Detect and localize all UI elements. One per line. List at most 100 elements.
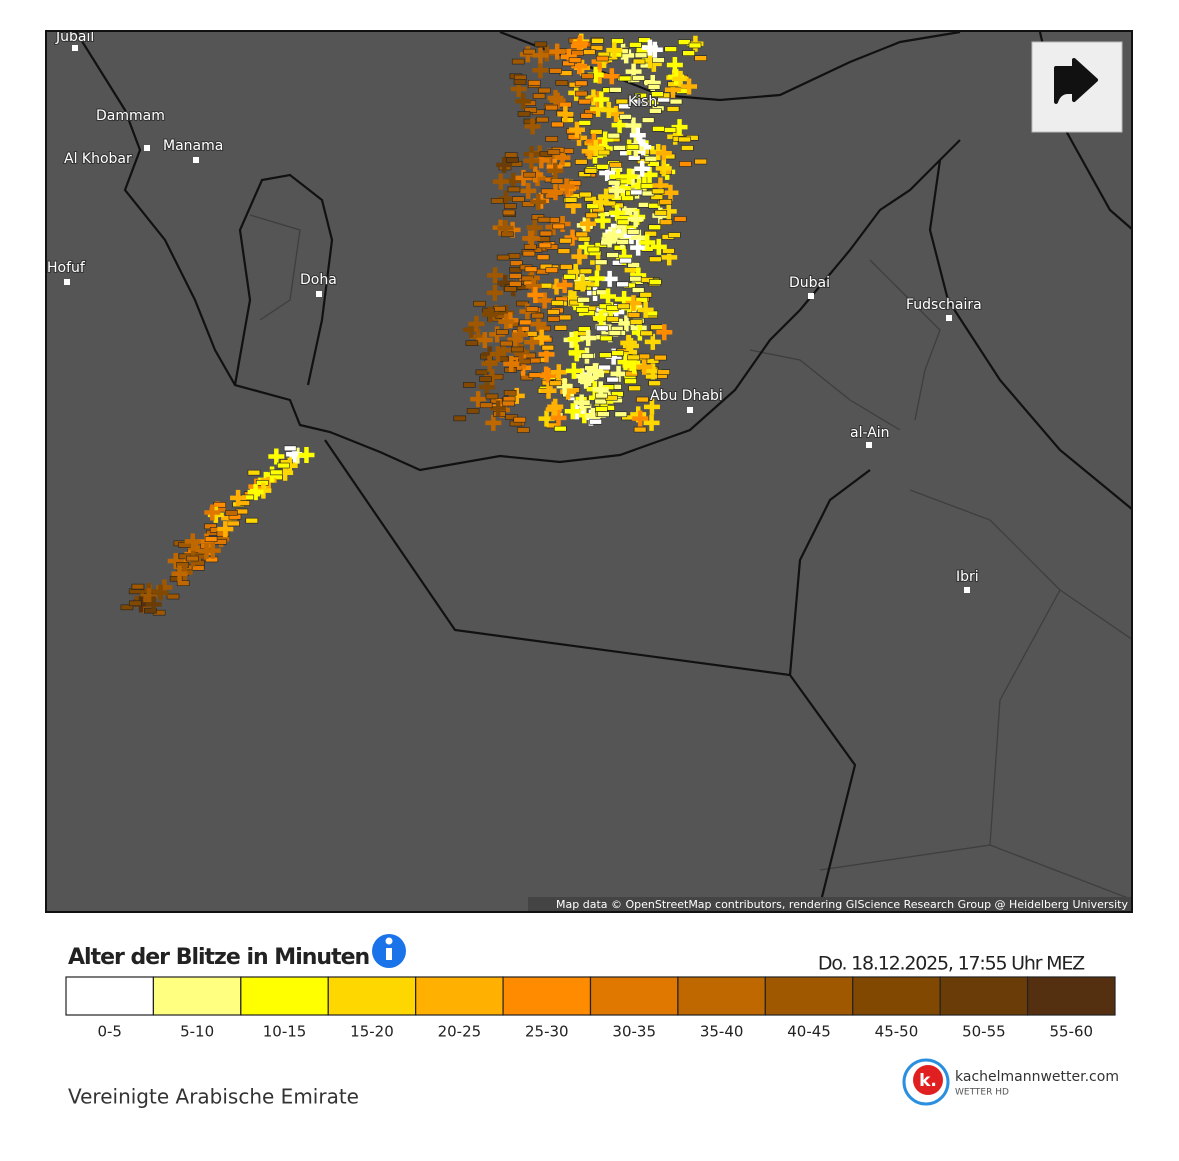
lightning-symbol: [144, 607, 157, 614]
lightning-symbol: [230, 489, 247, 506]
lightning-symbol: [641, 117, 655, 123]
lightning-symbol: [599, 352, 612, 358]
lightning-symbol: [571, 248, 588, 265]
lightning-symbol: [611, 350, 624, 356]
lightning-symbol: [631, 98, 644, 105]
lightning-symbol: [630, 189, 643, 196]
lightning-symbol: [486, 284, 503, 301]
lightning-symbol: [487, 267, 504, 284]
lightning-symbol: [532, 93, 546, 99]
lightning-symbol: [649, 108, 662, 114]
city-label: Doha: [300, 272, 337, 288]
lightning-symbol: [550, 409, 567, 426]
lightning-symbol: [468, 315, 485, 332]
lightning-symbol: [666, 106, 680, 112]
lightning-symbol: [532, 47, 549, 64]
lightning-symbol: [493, 305, 506, 312]
lightning-symbol: [482, 306, 499, 323]
lightning-symbol: [619, 257, 632, 264]
lightning-symbol: [591, 38, 604, 44]
share-button[interactable]: [1031, 41, 1123, 133]
lightning-symbol: [540, 382, 557, 399]
lightning-symbol: [552, 223, 566, 230]
lightning-symbol: [669, 98, 683, 105]
lightning-symbol: [648, 380, 661, 387]
lightning-symbol: [509, 273, 522, 279]
lightning-symbol: [476, 332, 493, 349]
lightning-symbol: [509, 280, 522, 287]
lightning-symbol: [637, 301, 654, 318]
legend: 0-5 5-10 10-15 15-20 20-25 25-30 30-35 35-40 40-…: [65, 976, 1116, 1041]
lightning-symbol: [490, 198, 504, 204]
lightning-symbol: [646, 41, 663, 58]
city-label: Hofuf: [47, 260, 86, 276]
lightning-symbol: [644, 333, 661, 350]
lightning-symbol: [495, 329, 509, 335]
lightning-symbol: [516, 326, 530, 332]
lightning-symbol: [589, 129, 603, 135]
lightning-symbol: [601, 231, 618, 248]
lightning-symbol: [650, 324, 663, 331]
lightning-symbol: [522, 250, 536, 257]
lightning-symbol: [528, 372, 542, 378]
lightning-symbol: [606, 316, 620, 322]
lightning-symbol: [555, 80, 569, 86]
lightning-symbol: [654, 354, 667, 361]
legend-label: 0-5: [97, 1023, 122, 1041]
lightning-symbol: [559, 264, 573, 270]
lightning-symbol: [538, 242, 552, 249]
lightning-symbol: [618, 103, 631, 110]
lightning-symbol: [551, 300, 564, 306]
lightning-symbol: [597, 149, 611, 156]
lightning-symbol: [536, 292, 553, 309]
lightning-symbol: [152, 584, 169, 601]
lightning-symbol: [283, 445, 297, 452]
lightning-symbol: [579, 268, 593, 275]
lightning-symbol: [628, 385, 641, 392]
lightning-symbol: [576, 307, 589, 313]
lightning-symbol: [525, 306, 539, 312]
lightning-symbol: [688, 42, 702, 49]
lightning-symbol: [584, 167, 598, 174]
lightning-symbol: [613, 145, 626, 151]
lightning-symbol: [567, 134, 581, 140]
lightning-symbol: [613, 244, 627, 251]
brand-logo[interactable]: k. kachelmannwetter.com WETTER HD: [902, 1058, 1119, 1106]
lightning-symbol: [511, 326, 528, 343]
legend-label: 25-30: [525, 1023, 569, 1041]
lightning-symbol: [537, 216, 551, 223]
lightning-symbol: [475, 369, 489, 376]
lightning-symbol: [198, 542, 215, 559]
city-labels: Jubail Dammam Al Khobar Manama Hofuf Doh…: [47, 32, 983, 593]
map: Jubail Dammam Al Khobar Manama Hofuf Doh…: [47, 32, 1131, 911]
lightning-symbol: [580, 112, 594, 119]
info-icon[interactable]: [372, 934, 406, 968]
lightning-symbol: [575, 231, 589, 238]
lightning-symbol: [596, 325, 609, 332]
lightning-symbol: [568, 121, 585, 138]
lightning-symbol: [490, 400, 507, 417]
lightning-symbol: [580, 330, 597, 347]
lightning-symbol: [545, 136, 559, 142]
lightning-symbol: [609, 162, 622, 168]
legend-title: Alter der Blitze in Minuten: [68, 945, 369, 970]
lightning-symbol: [659, 219, 673, 226]
lightning-symbol: [621, 195, 634, 201]
lightning-symbol: [511, 58, 525, 65]
lightning-symbol: [659, 199, 672, 205]
legend-label: 50-55: [962, 1023, 1006, 1041]
lightning-symbol: [573, 394, 590, 411]
lightning-symbol: [581, 73, 594, 79]
lightning-symbol: [298, 446, 315, 463]
lightning-symbol: [557, 248, 571, 254]
lightning-symbol: [507, 186, 521, 193]
legend-label: 10-15: [263, 1023, 307, 1041]
lightning-symbol: [632, 75, 645, 81]
lightning-symbol: [582, 49, 596, 55]
lightning-symbol: [627, 211, 644, 228]
lightning-symbol: [547, 184, 564, 201]
lightning-symbol: [547, 316, 560, 322]
lightning-symbol: [171, 565, 188, 582]
lightning-symbol: [662, 184, 679, 201]
lightning-symbol: [650, 194, 664, 200]
